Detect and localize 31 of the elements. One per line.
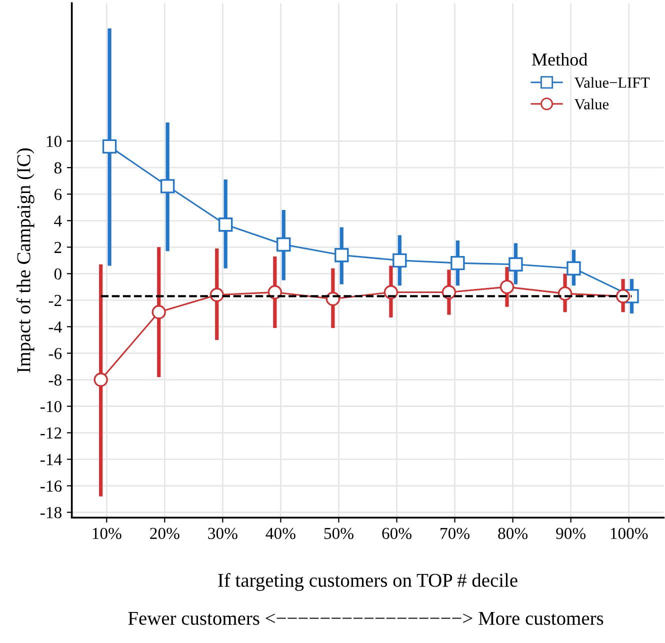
y-tick-label: 6	[54, 188, 62, 200]
y-tick-label: -18	[40, 507, 62, 518]
x-tick-label: 20%	[150, 528, 180, 540]
x-tick-label: 90%	[556, 528, 586, 540]
y-tick-label: 10	[46, 136, 62, 148]
y-tick-label: -16	[40, 480, 62, 492]
y-tick-label: -10	[40, 400, 62, 412]
y-tick-label: 8	[54, 162, 62, 174]
y-axis-title: Impact of the Campaign (IC)	[16, 148, 34, 373]
x-tick-label: 70%	[440, 528, 470, 540]
x-tick-label: 60%	[382, 528, 412, 540]
x-tick-label: 80%	[498, 528, 528, 540]
y-tick-label: -12	[40, 428, 62, 439]
y-tick-label: 2	[54, 242, 62, 253]
y-tick-label: -8	[48, 374, 62, 386]
x-tick-label: 100%	[610, 528, 648, 540]
y-tick-label: -6	[48, 348, 62, 360]
x-axis-title: If targeting customers on TOP # decile	[218, 573, 518, 591]
y-tick-label: 4	[54, 215, 62, 226]
y-tick-label: -4	[48, 322, 62, 332]
x-tick-label: 30%	[208, 528, 238, 540]
y-tick-label: -2	[48, 294, 62, 306]
x-tick-label: 50%	[324, 528, 354, 540]
text: Fewer customers <−−−−−−−−−−−−−−−−−> More customers	[128, 612, 604, 625]
legend-title: Method	[532, 52, 588, 66]
x-tick-label: 10%	[92, 528, 122, 540]
y-tick-label: 0	[54, 268, 62, 280]
legend-label: Value−LIFT	[574, 77, 650, 88]
y-tick-label: -14	[40, 454, 62, 466]
legend-label: Value	[574, 98, 609, 110]
x-tick-label: 40%	[266, 528, 296, 540]
